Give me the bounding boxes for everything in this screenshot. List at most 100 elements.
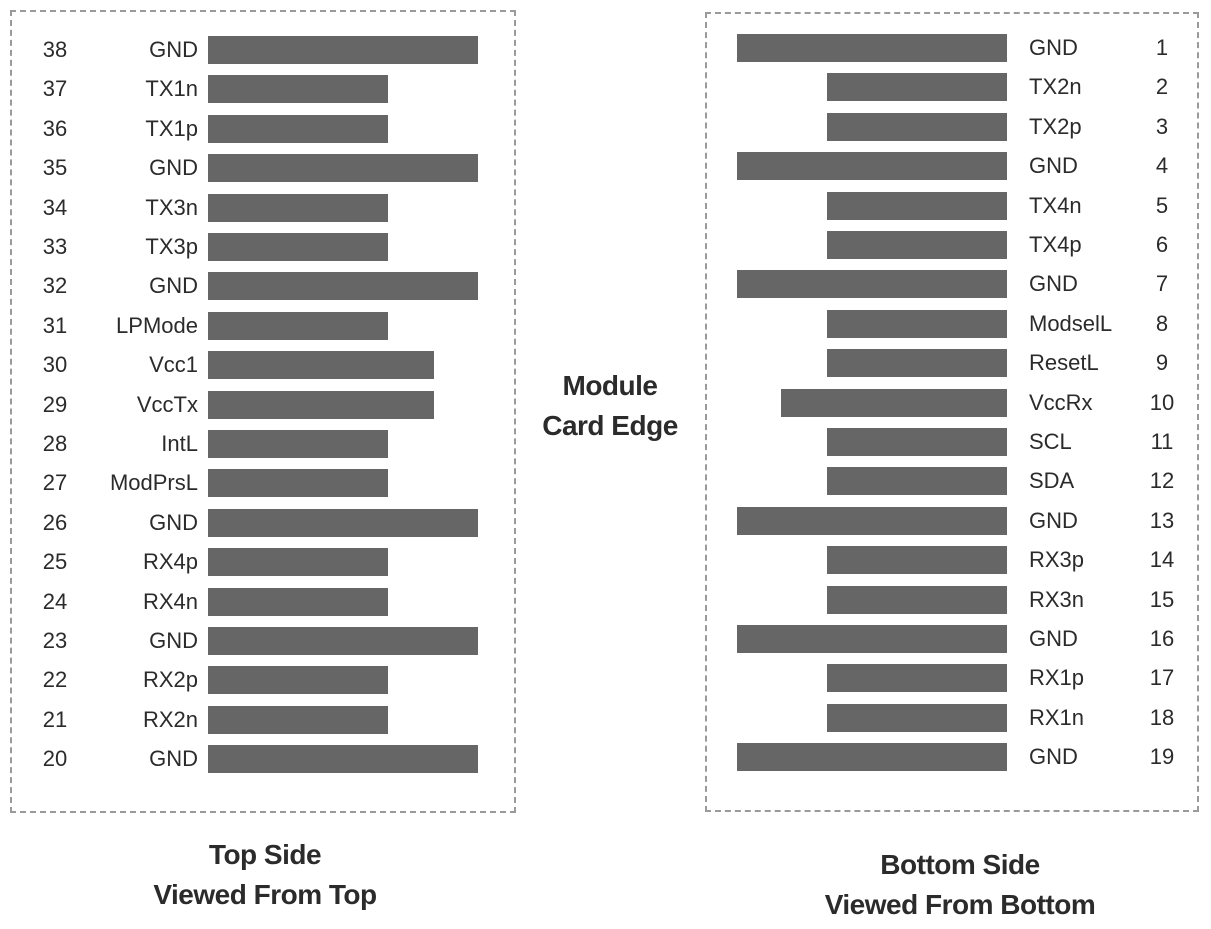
pin-number: 30 — [42, 352, 68, 378]
pin-row-12: 12 SDA — [707, 466, 1197, 496]
pin-row-21: 21 RX2n — [12, 705, 514, 735]
pin-row-37: 37 TX1n — [12, 74, 514, 104]
pin-label: GND — [149, 155, 198, 181]
pin-number: 10 — [1149, 389, 1175, 415]
bottom-caption-line1: Bottom Side — [880, 849, 1040, 880]
contact-pad — [208, 154, 478, 183]
contact-pad — [208, 36, 478, 64]
pin-row-3: 3 TX2p — [707, 112, 1197, 142]
contact-pad — [827, 191, 1007, 220]
pin-label: GND — [1029, 507, 1078, 533]
pin-number: 21 — [42, 706, 68, 732]
contact-pad — [827, 467, 1007, 496]
pin-number: 1 — [1155, 35, 1169, 60]
contact-pad — [737, 270, 1007, 299]
contact-pad — [208, 430, 388, 458]
pin-number: 36 — [42, 115, 68, 141]
pin-row-11: 11 SCL — [707, 427, 1197, 457]
pin-label: GND — [149, 509, 198, 535]
pin-number: 23 — [42, 628, 68, 653]
pin-row-18: 18 RX1n — [707, 703, 1197, 733]
pin-number: 15 — [1149, 586, 1175, 612]
pin-row-26: 26 GND — [12, 508, 514, 538]
contact-pad — [208, 469, 388, 498]
pin-row-19: 19 GND — [707, 742, 1197, 772]
pin-number: 2 — [1155, 74, 1169, 100]
contact-pad — [208, 508, 478, 537]
contact-pad — [208, 548, 388, 577]
pin-label: GND — [1029, 35, 1078, 60]
pin-row-38: 38 GND — [12, 35, 514, 65]
pin-label: TX1n — [145, 76, 198, 102]
contact-pad — [827, 73, 1007, 102]
pin-row-17: 17 RX1p — [707, 663, 1197, 693]
pin-number: 28 — [42, 431, 68, 456]
pin-number: 26 — [42, 509, 68, 535]
center-caption-line2: Card Edge — [542, 410, 678, 441]
contact-pad — [737, 506, 1007, 535]
bottom-side-caption: Bottom Side Viewed From Bottom — [780, 845, 1140, 925]
pin-label: LPMode — [116, 312, 198, 338]
pin-label: SCL — [1029, 429, 1072, 454]
pin-number: 19 — [1149, 744, 1175, 770]
pin-number: 34 — [42, 194, 68, 220]
pin-row-23: 23 GND — [12, 626, 514, 656]
pin-label: GND — [1029, 626, 1078, 651]
contact-pad — [827, 664, 1007, 693]
pin-row-28: 28 IntL — [12, 429, 514, 459]
pin-label: RX1p — [1029, 665, 1085, 691]
pin-label: RX3n — [1029, 586, 1085, 612]
pin-row-16: 16 GND — [707, 624, 1197, 654]
pin-label: RX1n — [1029, 704, 1085, 730]
pin-row-5: 5 TX4n — [707, 191, 1197, 221]
contact-pad — [208, 233, 388, 261]
contact-pad — [208, 666, 388, 695]
contact-pad — [208, 272, 478, 301]
pin-number: 20 — [42, 746, 68, 772]
pin-number: 29 — [42, 391, 68, 417]
pin-number: 35 — [42, 155, 68, 181]
pin-row-9: 9 ResetL — [707, 348, 1197, 378]
pin-row-13: 13 GND — [707, 506, 1197, 536]
pin-label: IntL — [161, 431, 198, 456]
pin-label: TX1p — [145, 115, 198, 141]
pin-label: RX3p — [1029, 547, 1085, 573]
contact-pad — [827, 546, 1007, 575]
pin-number: 33 — [42, 234, 68, 259]
pin-number: 8 — [1155, 310, 1169, 336]
pin-label: RX2p — [142, 667, 198, 693]
pin-label: GND — [149, 746, 198, 772]
pin-number: 11 — [1150, 429, 1174, 454]
pin-label: TX2p — [1029, 113, 1082, 139]
pin-label: GND — [1029, 153, 1078, 179]
contact-pad — [737, 625, 1007, 653]
pin-row-15: 15 RX3n — [707, 585, 1197, 615]
pin-label: TX3n — [145, 194, 198, 220]
pin-number: 6 — [1155, 232, 1169, 257]
pin-number: 17 — [1149, 665, 1175, 691]
pin-number: 27 — [42, 470, 68, 496]
pin-number: 32 — [42, 273, 68, 299]
contact-pad — [208, 193, 388, 222]
pin-row-34: 34 TX3n — [12, 193, 514, 223]
pin-number: 14 — [1149, 547, 1175, 573]
contact-pad — [737, 152, 1007, 181]
pin-row-33: 33 TX3p — [12, 232, 514, 262]
contact-pad — [208, 587, 388, 616]
pin-label: GND — [149, 628, 198, 653]
pin-row-27: 27 ModPrsL — [12, 468, 514, 498]
pin-number: 7 — [1155, 271, 1169, 297]
pin-row-1: 1 GND — [707, 33, 1197, 63]
pin-label: SDA — [1029, 468, 1075, 494]
pin-label: TX4p — [1029, 232, 1082, 257]
pin-number: 25 — [42, 549, 68, 575]
pin-row-4: 4 GND — [707, 151, 1197, 181]
pin-number: 18 — [1149, 704, 1175, 730]
pin-label: TX4n — [1029, 192, 1082, 218]
contact-pad — [737, 743, 1007, 772]
top-side-panel: 38 GND 37 TX1n 36 TX1p 35 GND 34 TX3n 33 TX3p 32 GND 3… — [10, 10, 516, 813]
contact-pad — [827, 428, 1007, 456]
pin-label: VccRx — [1029, 389, 1093, 415]
contact-pad — [827, 585, 1007, 614]
pin-number: 16 — [1149, 626, 1175, 651]
